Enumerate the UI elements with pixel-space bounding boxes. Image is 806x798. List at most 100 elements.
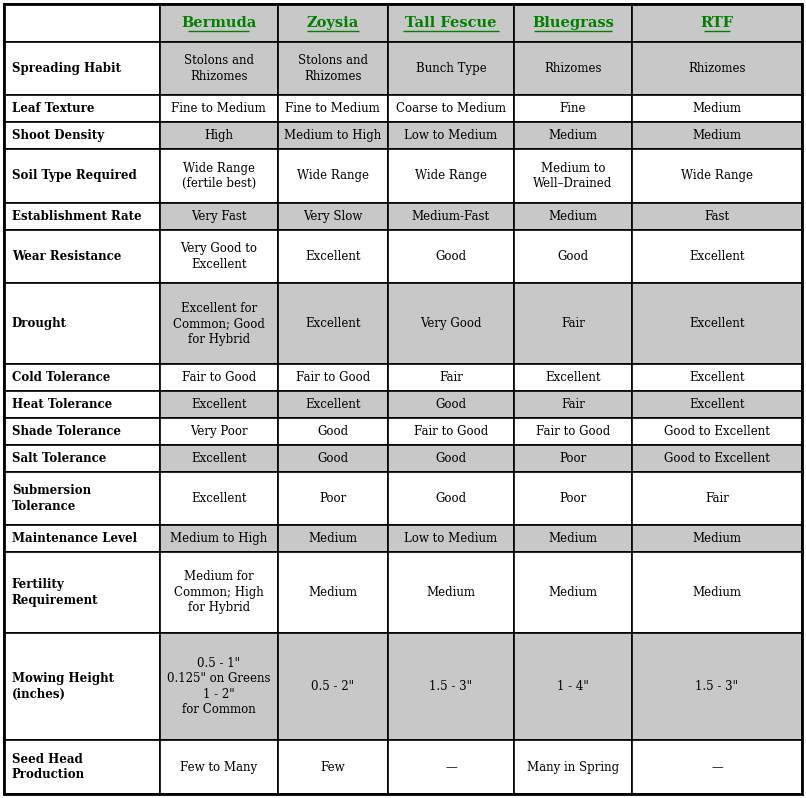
Text: Wide Range: Wide Range <box>297 169 369 183</box>
Bar <box>632 283 802 364</box>
Bar <box>514 41 632 95</box>
Text: Excellent: Excellent <box>689 250 745 263</box>
Bar <box>4 444 160 472</box>
Bar <box>278 149 388 203</box>
Text: Good: Good <box>558 250 588 263</box>
Text: Bermuda: Bermuda <box>181 16 256 30</box>
Bar <box>160 230 278 283</box>
Bar <box>4 203 160 230</box>
Text: Spreading Habit: Spreading Habit <box>12 62 121 75</box>
Bar <box>388 472 514 525</box>
Text: Shade Tolerance: Shade Tolerance <box>12 425 121 438</box>
Text: Excellent: Excellent <box>305 398 360 411</box>
Text: Fast: Fast <box>704 210 729 223</box>
Text: Excellent: Excellent <box>689 371 745 384</box>
Text: Excellent: Excellent <box>191 398 247 411</box>
Bar <box>388 230 514 283</box>
Bar <box>278 418 388 444</box>
Bar <box>278 552 388 633</box>
Text: Good to Excellent: Good to Excellent <box>664 452 770 464</box>
Bar <box>4 95 160 122</box>
Text: Excellent: Excellent <box>689 318 745 330</box>
Text: Medium: Medium <box>308 586 357 599</box>
Bar <box>278 95 388 122</box>
Bar <box>4 418 160 444</box>
Text: Soil Type Required: Soil Type Required <box>12 169 136 183</box>
Bar <box>632 418 802 444</box>
Bar <box>514 283 632 364</box>
Text: Heat Tolerance: Heat Tolerance <box>12 398 112 411</box>
Text: —: — <box>711 760 723 773</box>
Bar <box>388 95 514 122</box>
Text: Very Good: Very Good <box>420 318 482 330</box>
Text: Excellent: Excellent <box>545 371 600 384</box>
Bar <box>278 741 388 794</box>
Bar <box>160 552 278 633</box>
Text: Poor: Poor <box>559 492 587 505</box>
Bar <box>160 149 278 203</box>
Bar <box>632 4 802 41</box>
Bar <box>632 552 802 633</box>
Bar <box>514 633 632 741</box>
Bar <box>388 364 514 391</box>
Bar <box>160 41 278 95</box>
Text: Bunch Type: Bunch Type <box>416 62 486 75</box>
Bar <box>4 552 160 633</box>
Text: Medium: Medium <box>548 532 597 545</box>
Bar <box>4 741 160 794</box>
Bar <box>514 741 632 794</box>
Bar <box>4 391 160 418</box>
Bar <box>388 525 514 552</box>
Bar <box>278 391 388 418</box>
Text: Low to Medium: Low to Medium <box>405 129 497 142</box>
Bar <box>632 230 802 283</box>
Bar <box>632 203 802 230</box>
Bar <box>278 364 388 391</box>
Bar <box>278 230 388 283</box>
Bar <box>514 552 632 633</box>
Bar <box>160 122 278 149</box>
Text: Medium: Medium <box>692 102 742 115</box>
Bar <box>160 472 278 525</box>
Text: Very Poor: Very Poor <box>190 425 247 438</box>
Text: RTF: RTF <box>700 16 733 30</box>
Bar <box>160 95 278 122</box>
Bar <box>160 741 278 794</box>
Text: Tall Fescue: Tall Fescue <box>405 16 496 30</box>
Bar <box>632 122 802 149</box>
Bar <box>278 472 388 525</box>
Bar <box>160 283 278 364</box>
Text: Medium: Medium <box>548 210 597 223</box>
Bar <box>632 149 802 203</box>
Bar <box>4 364 160 391</box>
Bar <box>632 364 802 391</box>
Text: Maintenance Level: Maintenance Level <box>12 532 137 545</box>
Text: Fair to Good: Fair to Good <box>413 425 488 438</box>
Bar <box>4 633 160 741</box>
Bar <box>160 444 278 472</box>
Bar <box>514 122 632 149</box>
Text: Stolons and
Rhizomes: Stolons and Rhizomes <box>297 54 368 83</box>
Text: Fine to Medium: Fine to Medium <box>172 102 266 115</box>
Text: Very Good to
Excellent: Very Good to Excellent <box>181 243 257 271</box>
Text: Poor: Poor <box>319 492 347 505</box>
Text: Good: Good <box>435 250 467 263</box>
Text: Shoot Density: Shoot Density <box>12 129 104 142</box>
Text: Excellent for
Common; Good
for Hybrid: Excellent for Common; Good for Hybrid <box>172 302 264 346</box>
Bar <box>278 444 388 472</box>
Text: 0.5 - 2": 0.5 - 2" <box>311 680 355 693</box>
Bar <box>278 4 388 41</box>
Text: Good: Good <box>435 492 467 505</box>
Text: Good to Excellent: Good to Excellent <box>664 425 770 438</box>
Text: Wide Range
(fertile best): Wide Range (fertile best) <box>181 162 256 190</box>
Bar <box>514 230 632 283</box>
Bar <box>388 203 514 230</box>
Text: Medium to
Well–Drained: Medium to Well–Drained <box>534 162 613 190</box>
Text: —: — <box>445 760 457 773</box>
Text: Fair: Fair <box>439 371 463 384</box>
Bar <box>4 4 160 41</box>
Bar <box>632 95 802 122</box>
Text: Leaf Texture: Leaf Texture <box>12 102 94 115</box>
Bar <box>514 364 632 391</box>
Bar <box>514 391 632 418</box>
